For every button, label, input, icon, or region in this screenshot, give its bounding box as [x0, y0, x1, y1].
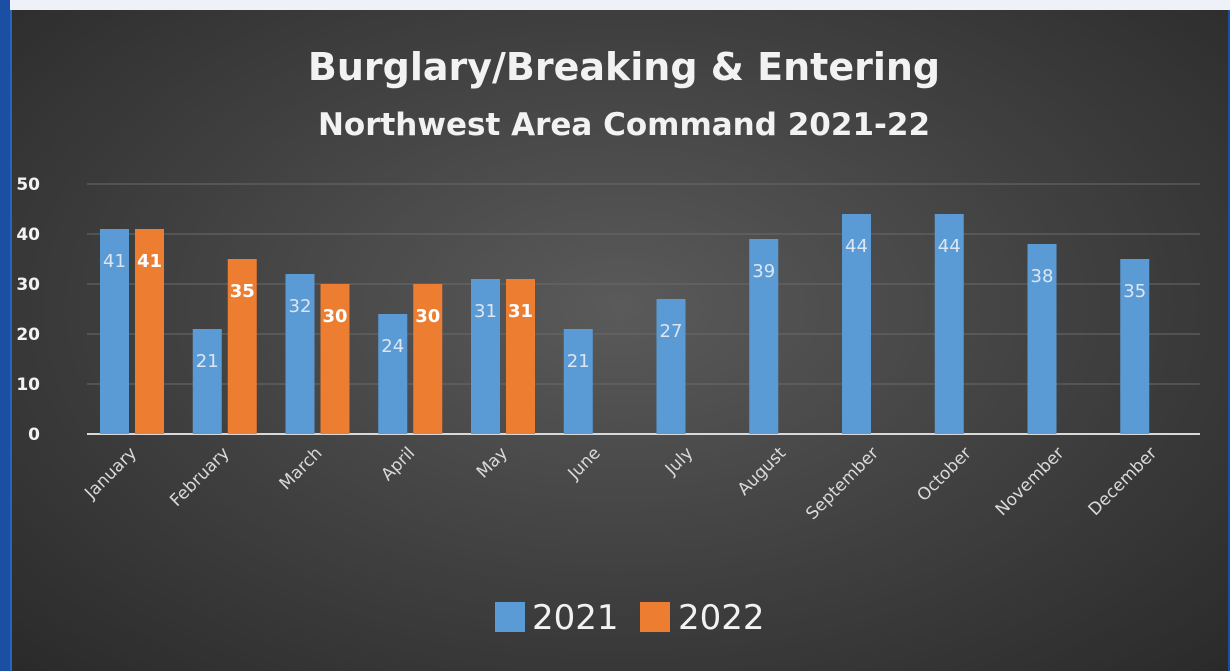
x-tick-label: July: [661, 443, 697, 479]
bar-2021-march: [285, 274, 315, 434]
bar-2022-february: [227, 259, 257, 434]
data-label-2022: 31: [508, 301, 533, 322]
bars: [100, 214, 1150, 434]
bar-2021-december: [1120, 259, 1150, 434]
bar-2021-october: [934, 214, 964, 434]
y-tick-label: 40: [16, 225, 40, 245]
data-label-2021: 31: [474, 301, 497, 322]
data-label-2021: 35: [1123, 281, 1146, 302]
data-label-2022: 35: [230, 281, 255, 302]
bar-2021-september: [842, 214, 871, 434]
bar-2021-february: [192, 329, 222, 434]
bar-2022-march: [320, 284, 350, 434]
gridlines: [87, 183, 1200, 435]
y-tick-label: 10: [16, 375, 40, 395]
legend-label-2021: 2021: [532, 598, 619, 638]
bar-2022-april: [413, 284, 443, 434]
data-labels: 41 41 21 35 32 30 24 30 31 31 21 27 39 44 44 38 35: [103, 236, 1146, 372]
data-label-2021: 44: [845, 236, 868, 257]
data-label-2021: 41: [103, 251, 126, 272]
x-tick-label: June: [564, 443, 605, 484]
bar-2021-august: [749, 239, 779, 434]
bar-2022-january: [135, 229, 164, 434]
data-label-2021: 21: [567, 351, 590, 372]
chart-area[interactable]: Burglary/Breaking & Entering Northwest A…: [10, 10, 1228, 671]
bar-2021-may: [471, 279, 500, 434]
y-tick-label: 0: [28, 425, 40, 445]
x-tick-label: November: [992, 443, 1069, 520]
data-label-2021: 21: [196, 351, 219, 372]
y-tick-label: 50: [16, 175, 40, 195]
x-tick-label: March: [276, 443, 327, 494]
data-label-2022: 41: [137, 251, 162, 272]
y-tick-label: 30: [16, 275, 40, 295]
data-label-2021: 44: [938, 236, 961, 257]
legend-label-2022: 2022: [678, 598, 765, 638]
bar-chart: Burglary/Breaking & Entering Northwest A…: [16, 45, 1200, 638]
chart-title: Burglary/Breaking & Entering: [308, 45, 940, 89]
x-tick-label: January: [80, 443, 140, 503]
data-label-2021: 24: [381, 336, 404, 357]
data-label-2022: 30: [415, 306, 440, 327]
x-tick-label: August: [734, 443, 790, 499]
x-tick-label: April: [378, 443, 420, 485]
bar-2021-november: [1027, 244, 1057, 434]
spreadsheet-border: [0, 0, 10, 671]
x-tick-label: December: [1085, 443, 1161, 519]
legend-swatch-2022: [640, 602, 670, 632]
y-axis: 0 10 20 30 40 50: [16, 175, 40, 445]
data-label-2021: 38: [1031, 266, 1054, 287]
bar-2022-may: [506, 279, 535, 434]
data-label-2022: 30: [322, 306, 347, 327]
legend: 2021 2022: [495, 598, 765, 638]
x-tick-label: February: [166, 443, 233, 510]
legend-swatch-2021: [495, 602, 525, 632]
y-tick-label: 20: [16, 325, 40, 345]
x-tick-label: October: [913, 443, 975, 505]
bar-2021-april: [378, 314, 408, 434]
data-label-2021: 39: [752, 261, 775, 282]
spreadsheet-grid-strip: [10, 0, 1230, 10]
x-axis: January February March April May June July Augu…: [80, 443, 1161, 524]
chart-subtitle: Northwest Area Command 2021-22: [318, 107, 930, 143]
bar-2021-july: [656, 299, 686, 434]
data-label-2021: 27: [660, 321, 683, 342]
x-tick-label: September: [802, 443, 883, 524]
data-label-2021: 32: [289, 296, 312, 317]
bar-2021-january: [100, 229, 129, 434]
bar-2021-june: [563, 329, 593, 434]
x-tick-label: May: [473, 443, 512, 482]
